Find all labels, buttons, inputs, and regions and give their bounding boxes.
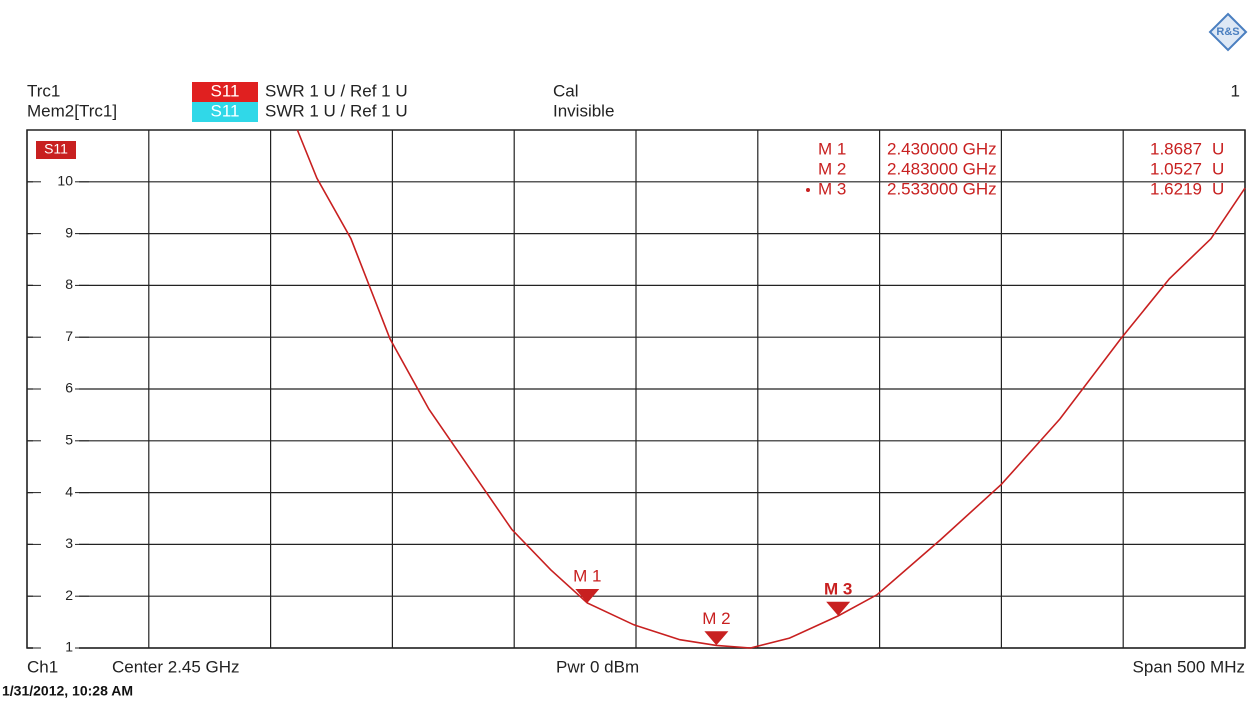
marker-label: M 3: [824, 579, 852, 598]
tick-label-bg: [33, 588, 79, 605]
y-tick-label: 4: [65, 483, 73, 499]
marker-x: 2.483000 GHz: [887, 159, 997, 178]
tick-label-bg: [33, 536, 79, 553]
marker-value: 1.0527: [1150, 159, 1202, 178]
tick-label-bg: [33, 225, 79, 242]
marker-value: 1.6219: [1150, 179, 1202, 198]
footer-channel: Ch1: [27, 657, 58, 676]
y-tick-label: 3: [65, 535, 73, 551]
timestamp: 1/31/2012, 10:28 AM: [2, 683, 133, 699]
active-dot: [806, 188, 810, 192]
format: SWR 1 U / Ref 1 U: [265, 101, 408, 120]
footer-span: Span 500 MHz: [1133, 657, 1245, 676]
trace: [296, 129, 1246, 649]
marker-name: M 3: [818, 179, 846, 198]
marker-value: 1.8687: [1150, 139, 1202, 158]
marker-x: 2.533000 GHz: [887, 179, 997, 198]
tick-label-bg: [33, 329, 79, 346]
plot: 1 2 3 4 5 6 7 8 9 10 S11 M 1 M 1 2.430000 GHz 1.8687 U M…: [26, 129, 1246, 656]
marker: [575, 589, 600, 604]
channel-number: 1: [1231, 81, 1240, 100]
trace-label: S11: [44, 141, 68, 157]
y-tick-label: 5: [65, 432, 73, 448]
param-box: [192, 82, 258, 102]
param-box: [192, 102, 258, 122]
marker-unit: U: [1212, 159, 1224, 178]
y-tick-label: 7: [65, 328, 73, 344]
param: S11: [211, 81, 240, 100]
y-tick-label: 6: [65, 380, 73, 396]
y-tick-label: 9: [65, 224, 73, 240]
y-tick-label: 8: [65, 276, 73, 292]
tick-label-bg: [33, 381, 79, 397]
y-tick-label: 10: [57, 173, 73, 189]
tick-label-bg: [33, 484, 79, 501]
param: S11: [211, 101, 240, 120]
y-tick-label: 1: [65, 639, 73, 655]
tick-label-bg: [33, 640, 79, 656]
marker-unit: U: [1212, 139, 1224, 158]
footer-power: Pwr 0 dBm: [556, 657, 639, 676]
marker-unit: U: [1212, 179, 1224, 198]
trace-name: Mem2[Trc1]: [27, 101, 117, 120]
marker-name: M 1: [818, 139, 846, 158]
state: Invisible: [553, 101, 614, 120]
marker-name: M 2: [818, 159, 846, 178]
marker-x: 2.430000 GHz: [887, 139, 997, 158]
svg-text:R&S: R&S: [1216, 26, 1239, 38]
marker: [704, 631, 729, 646]
format: SWR 1 U / Ref 1 U: [265, 81, 408, 100]
marker-label: M 2: [702, 609, 730, 628]
trace-name: Trc1: [27, 81, 60, 100]
logo: R&S: [1208, 12, 1248, 52]
marker: [826, 601, 851, 616]
footer-center: Center 2.45 GHz: [112, 657, 240, 676]
y-tick-label: 2: [65, 587, 73, 603]
marker-label: M 1: [573, 566, 601, 585]
tick-label-bg: [33, 432, 79, 449]
tick-label-bg: [33, 173, 79, 190]
state: Cal: [553, 81, 579, 100]
tick-label-bg: [33, 277, 79, 294]
trace-label-box: [36, 141, 76, 159]
